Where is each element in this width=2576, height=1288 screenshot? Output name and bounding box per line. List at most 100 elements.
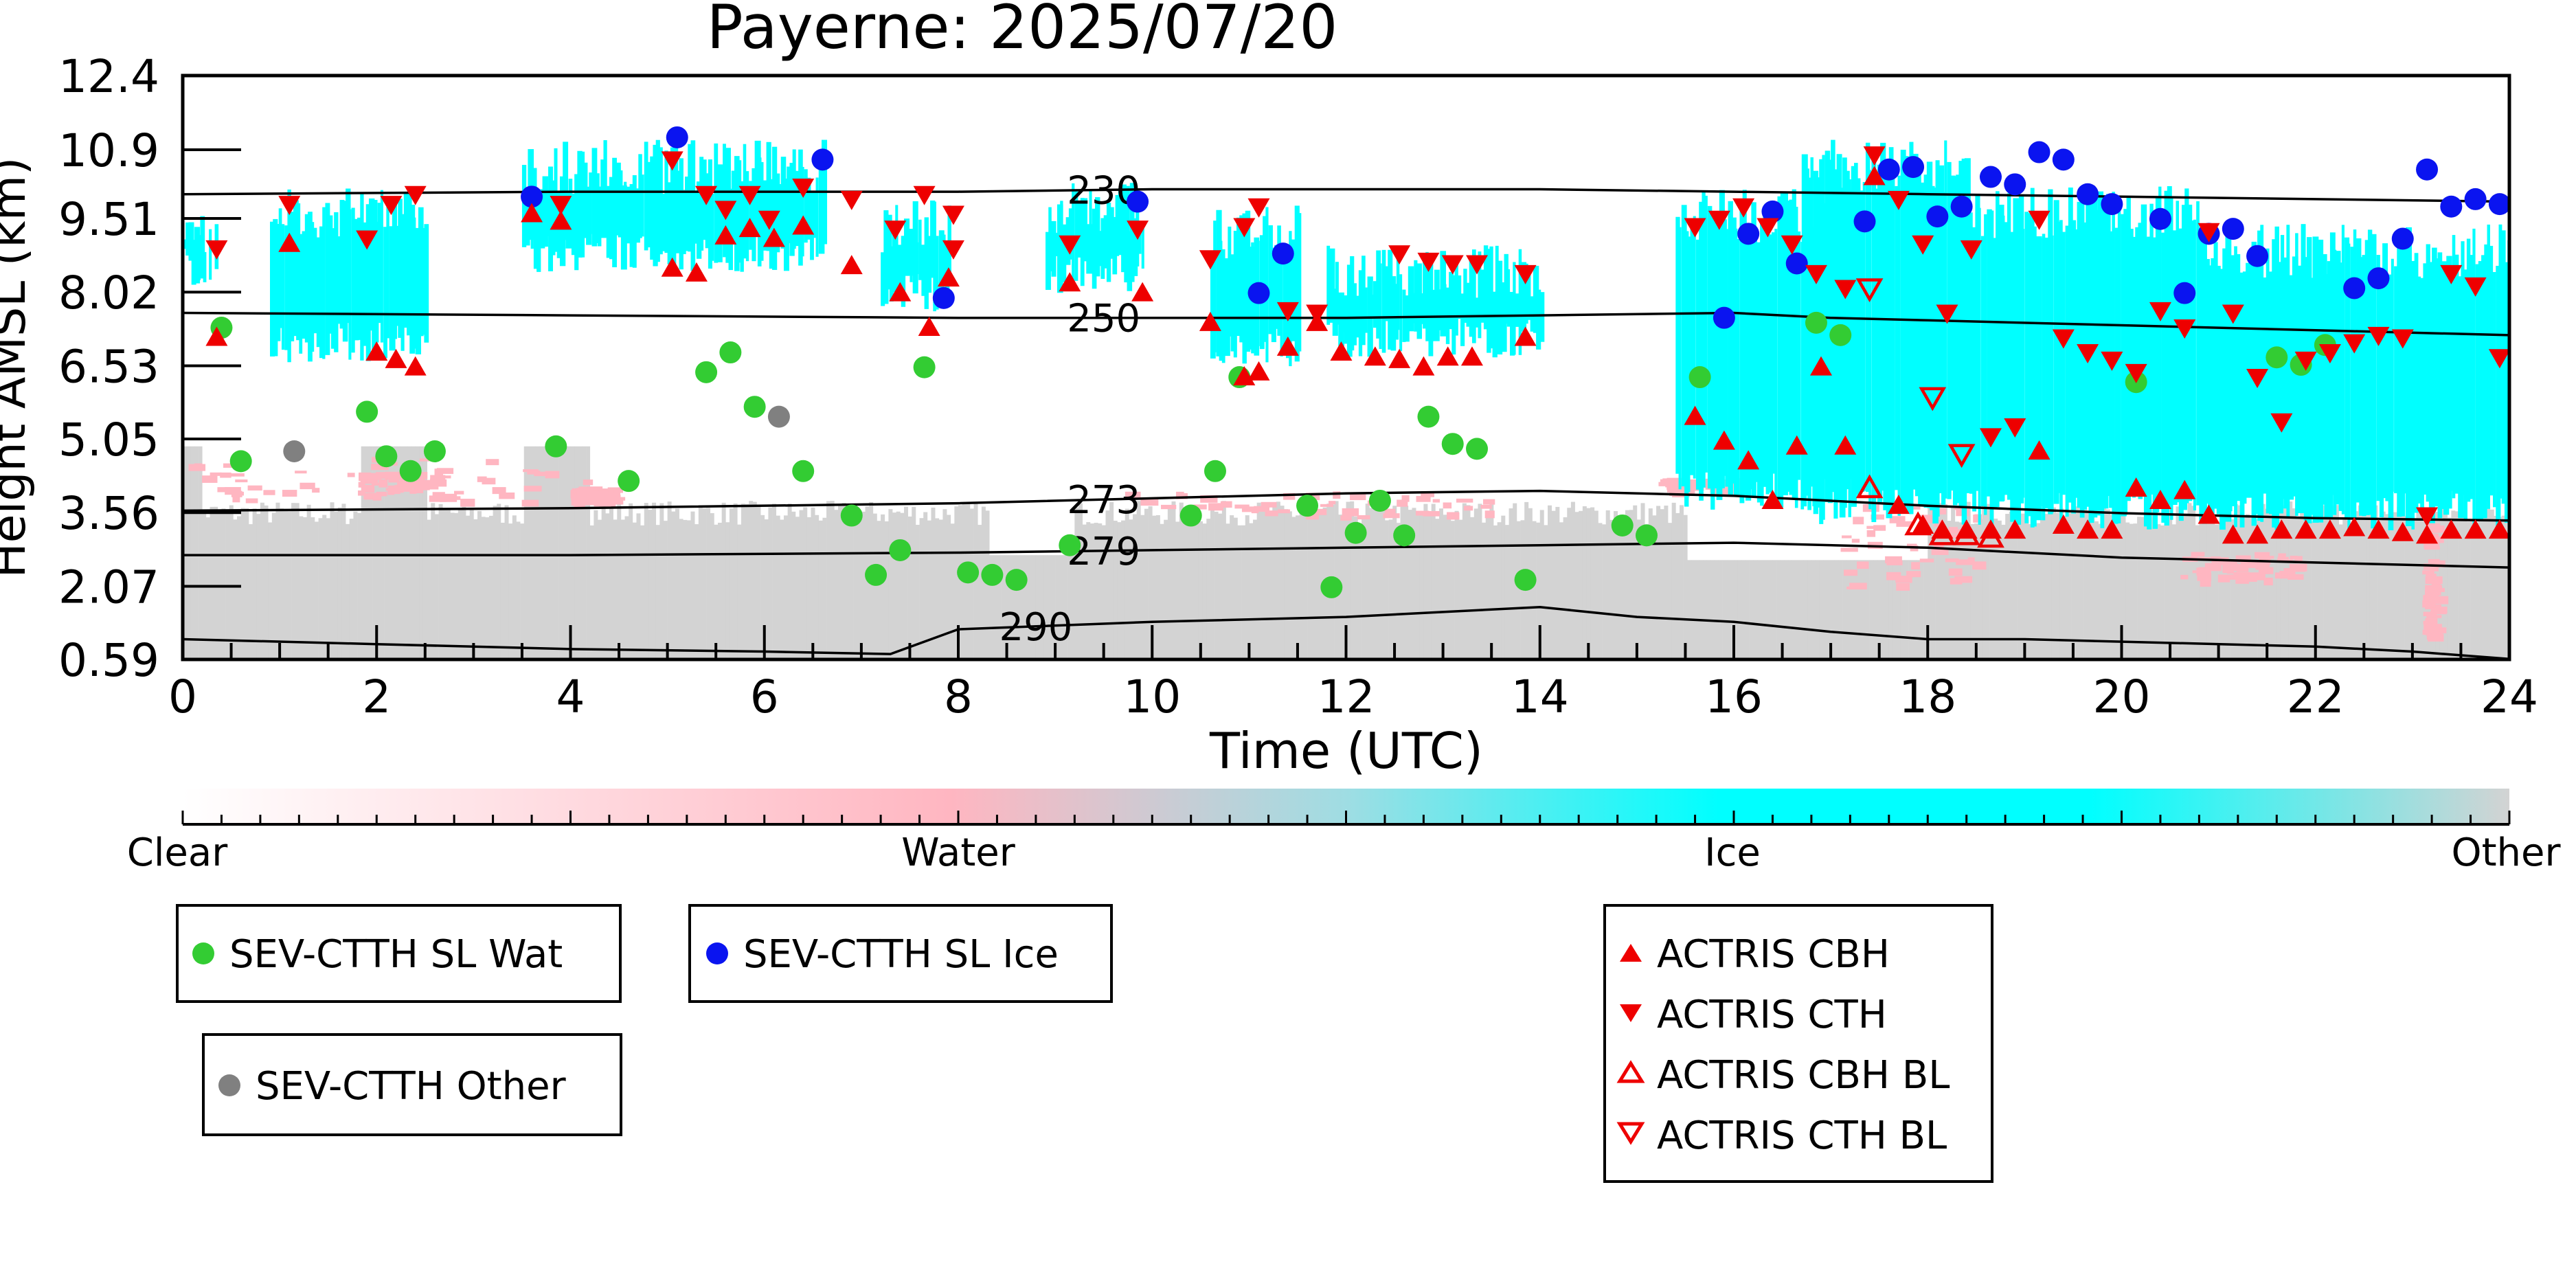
classification-ice-column: [1524, 263, 1528, 324]
classification-ice-column: [2155, 196, 2160, 512]
classification-other-column: [1140, 515, 1145, 659]
classification-ice-column: [1984, 214, 1987, 515]
classification-ice-column: [1335, 262, 1339, 325]
classification-other-column: [1706, 560, 1711, 659]
marker-actris-cbh: [1761, 489, 1784, 509]
classification-ice-column: [2248, 259, 2252, 494]
classification-other-column: [2149, 509, 2154, 659]
classification-ice-column: [1704, 195, 1708, 473]
marker-actris-cbh: [550, 210, 572, 230]
classification-other-column: [1753, 560, 1758, 659]
classification-ice-column: [1106, 203, 1111, 282]
classification-other-column: [493, 506, 497, 659]
legend-label-cth-bl: ACTRIS CTH BL: [1657, 1114, 1947, 1158]
classification-other-column: [950, 523, 955, 659]
classification-other-column: [1311, 507, 1315, 659]
classification-other-column: [392, 446, 396, 659]
classification-ice-column: [2371, 234, 2377, 529]
marker-sev-ctth-sl-ice: [1979, 166, 2002, 188]
classification-other-column: [2362, 510, 2366, 659]
classification-other-column: [1268, 515, 1273, 659]
classification-other-column: [2381, 511, 2386, 659]
classification-ice-column: [1819, 159, 1824, 524]
classification-ice-column: [898, 245, 904, 293]
classification-ice-column: [2211, 258, 2215, 523]
classification-ice-column: [1530, 296, 1535, 332]
classification-other-column: [2079, 501, 2083, 659]
classification-other-column: [954, 506, 959, 659]
x-axis-label: Time (UTC): [1209, 722, 1483, 780]
classification-water-speck: [388, 477, 400, 483]
classification-ice-column: [1734, 228, 1738, 497]
classification-other-column: [601, 507, 606, 659]
classification-other-column: [811, 507, 815, 659]
marker-sev-ctth-sl-wat: [1296, 495, 1319, 517]
classification-ice-column: [1388, 249, 1393, 350]
classification-ice-column: [346, 188, 351, 324]
classification-other-column: [1412, 508, 1416, 659]
legend-marker-cbh-bl: [1616, 1060, 1645, 1083]
y-tick-label: 2.07: [58, 561, 159, 613]
classification-other-column: [2145, 520, 2149, 659]
classification-water-speck: [2294, 556, 2303, 563]
classification-ice-column: [624, 181, 627, 251]
marker-actris-cth: [1306, 304, 1329, 324]
classification-ice-column: [2039, 238, 2042, 507]
marker-sev-ctth-sl-wat: [1179, 504, 1202, 527]
classification-other-column: [481, 517, 486, 659]
classification-water-speck: [235, 479, 248, 483]
classification-ice-column: [1918, 190, 1921, 506]
classification-ice-column: [752, 168, 756, 262]
classification-other-column: [652, 502, 657, 659]
classification-other-column: [539, 446, 544, 659]
classification-other-column: [1799, 560, 1804, 659]
marker-actris-cth: [2149, 302, 2171, 321]
classification-ice-column: [1294, 205, 1300, 362]
classification-other-column: [361, 446, 365, 659]
marker-sev-ctth-sl-wat: [840, 504, 863, 527]
classification-ice-column: [2234, 246, 2237, 528]
marker-actris-cth: [404, 185, 427, 205]
classification-other-column: [2385, 514, 2390, 659]
classification-ice-column: [1344, 295, 1350, 344]
classification-ice-column: [2149, 203, 2154, 495]
classification-ice-column: [2266, 248, 2270, 514]
classification-other-column: [2249, 518, 2254, 659]
classification-water-speck: [2426, 574, 2437, 578]
classification-other-column: [1636, 519, 1641, 659]
classification-other-column: [1602, 524, 1607, 659]
classification-other-column: [1741, 560, 1746, 659]
classification-ice-column: [1947, 161, 1952, 499]
marker-actris-cbh: [738, 218, 761, 238]
classification-ice-column: [1765, 227, 1770, 495]
classification-ice-column: [618, 170, 623, 238]
classification-other-column: [1916, 560, 1921, 659]
classification-other-column: [1230, 515, 1234, 659]
classification-ice-column: [2048, 189, 2053, 515]
classification-other-column: [186, 446, 191, 659]
classification-other-column: [2463, 511, 2467, 659]
classification-ice-column: [1958, 161, 1964, 507]
classification-ice-column: [813, 191, 819, 238]
classification-ice-column: [2329, 232, 2336, 495]
classification-ice-column: [2417, 276, 2421, 504]
classification-other-column: [1807, 560, 1812, 659]
classification-other-column: [1155, 515, 1160, 659]
classification-other-column: [1699, 560, 1704, 659]
classification-other-column: [2307, 504, 2312, 659]
classification-other-column: [997, 555, 1002, 659]
classification-ice-column: [2356, 238, 2362, 503]
classification-other-column: [1362, 517, 1366, 659]
classification-ice-column: [1900, 149, 1906, 502]
classification-ice-column: [1690, 225, 1694, 475]
classification-ice-column: [1443, 284, 1447, 335]
classification-water-speck: [2431, 596, 2449, 605]
marker-sev-ctth-sl-ice: [2343, 277, 2366, 300]
classification-water-speck: [2431, 560, 2445, 567]
classification-ice-column: [2123, 209, 2128, 515]
classification-other-column: [849, 509, 854, 659]
classification-ice-column: [1074, 190, 1078, 281]
classification-other-column: [1730, 560, 1735, 659]
classification-other-column: [485, 517, 490, 659]
classification-ice-column: [2470, 255, 2476, 499]
